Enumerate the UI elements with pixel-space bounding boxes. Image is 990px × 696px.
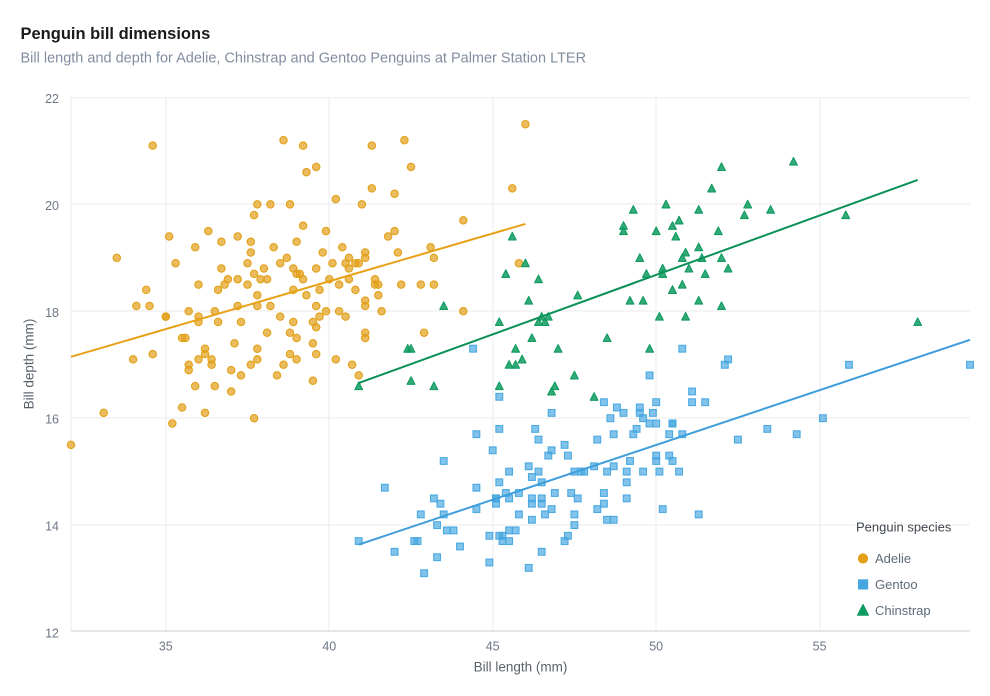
svg-text:12: 12 bbox=[45, 627, 59, 641]
svg-text:50: 50 bbox=[649, 640, 663, 654]
svg-text:40: 40 bbox=[322, 640, 336, 654]
svg-text:20: 20 bbox=[45, 199, 59, 213]
svg-text:Chinstrap: Chinstrap bbox=[875, 603, 931, 618]
svg-text:18: 18 bbox=[45, 306, 59, 320]
svg-text:22: 22 bbox=[45, 92, 59, 106]
svg-text:55: 55 bbox=[813, 640, 827, 654]
svg-text:Penguin bill dimensions: Penguin bill dimensions bbox=[21, 25, 211, 43]
svg-text:14: 14 bbox=[45, 520, 59, 534]
svg-text:Bill length (mm): Bill length (mm) bbox=[474, 660, 568, 675]
svg-text:Penguin species: Penguin species bbox=[856, 520, 952, 535]
svg-text:Adelie: Adelie bbox=[875, 551, 911, 566]
svg-text:16: 16 bbox=[45, 413, 59, 427]
svg-text:45: 45 bbox=[486, 640, 500, 654]
svg-text:Gentoo: Gentoo bbox=[875, 577, 918, 592]
svg-text:Bill length and depth for Adel: Bill length and depth for Adelie, Chinst… bbox=[21, 51, 587, 67]
svg-text:35: 35 bbox=[159, 640, 173, 654]
svg-text:Bill depth (mm): Bill depth (mm) bbox=[22, 319, 37, 410]
